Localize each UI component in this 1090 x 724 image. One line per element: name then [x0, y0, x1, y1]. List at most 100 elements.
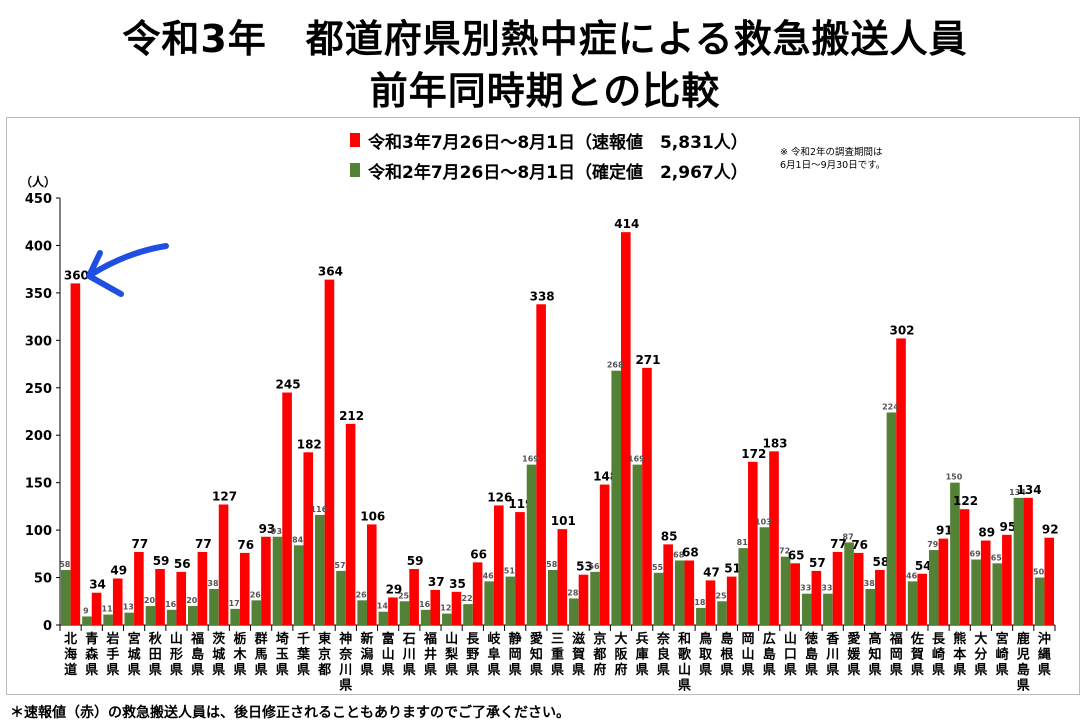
data-label-2020: 79	[927, 540, 939, 549]
x-tick-label-char: 岐	[487, 631, 501, 647]
data-label-2020: 16	[165, 600, 177, 609]
bar-2021	[409, 569, 419, 625]
x-tick-label-char: 県	[85, 663, 98, 678]
data-label-2021: 182	[297, 437, 322, 451]
bar-2020	[611, 370, 622, 625]
x-tick-label-char: 県	[276, 663, 289, 678]
bar-2021	[557, 529, 568, 625]
x-tick-label-char: 宮	[128, 631, 141, 647]
bar-2021	[980, 540, 991, 625]
x-tick-label-char: 群	[255, 631, 268, 647]
data-label-2021: 68	[682, 545, 699, 559]
data-label-2020: 17	[229, 599, 240, 608]
bar-2020	[145, 606, 156, 625]
bar-2020	[823, 593, 833, 625]
data-label-2020: 20	[186, 596, 198, 605]
bar-2021	[366, 524, 377, 625]
x-tick-label-char: 県	[953, 663, 966, 678]
note-line-1: ※ 令和2年の調査期間は	[780, 147, 883, 158]
x-tick-label-char: 宮	[996, 631, 1009, 647]
bar-2020	[1034, 577, 1045, 625]
bar-2021	[430, 589, 441, 625]
x-tick-label-char: 県	[149, 663, 162, 678]
data-label-2021: 338	[530, 289, 555, 303]
legend-label-2021: 令和3年7月26日～8月1日（速報値 5,831人）	[368, 133, 748, 153]
data-label-2020: 68	[673, 550, 685, 559]
x-tick-label-char: 県	[890, 663, 903, 678]
data-label-2020: 16	[419, 600, 431, 609]
x-tick-label-char: 玉	[276, 648, 289, 663]
x-tick-label-char: 福	[423, 631, 437, 647]
bar-2021	[790, 563, 800, 625]
data-label-2021: 47	[703, 565, 720, 579]
bar-2021	[917, 573, 927, 625]
data-label-2021: 126	[487, 490, 512, 504]
bar-2020	[505, 576, 516, 625]
data-label-2020: 134	[1009, 488, 1026, 497]
data-label-2021: 302	[889, 323, 914, 337]
x-tick-label-char: 県	[869, 663, 882, 678]
x-tick-label-char: 岩	[105, 631, 119, 647]
data-label-2021: 77	[132, 537, 149, 551]
bar-2020	[399, 601, 410, 625]
x-tick-label-char: 川	[402, 648, 416, 663]
data-label-2021: 53	[576, 560, 593, 574]
bar-2021	[938, 538, 949, 625]
bar-2021	[959, 509, 970, 625]
annotation-arrow-shaft	[89, 243, 169, 277]
data-label-2020: 65	[991, 553, 1003, 562]
x-tick-label-char: 県	[678, 679, 691, 694]
bar-2020	[992, 563, 1003, 625]
data-label-2021: 414	[614, 217, 639, 231]
x-tick-label-char: 高	[869, 631, 882, 647]
x-tick-label-char: 森	[85, 647, 99, 663]
x-tick-label-char: 県	[466, 663, 479, 678]
x-tick-label-char: 三	[551, 632, 564, 647]
data-label-2020: 22	[461, 594, 472, 603]
data-label-2021: 360	[64, 268, 89, 282]
data-label-2021: 364	[318, 265, 343, 279]
bar-2020	[60, 569, 71, 625]
data-label-2020: 58	[59, 560, 71, 569]
data-label-2021: 89	[978, 526, 995, 540]
x-tick-label-char: 川	[825, 648, 839, 663]
x-tick-label-char: 鹿	[1017, 631, 1030, 647]
bar-2020	[230, 608, 240, 625]
x-tick-label-char: 奈	[656, 631, 671, 647]
data-label-2021: 85	[661, 529, 678, 543]
data-label-2021: 212	[339, 409, 364, 423]
bar-2020	[886, 412, 897, 625]
bar-2020	[442, 613, 452, 625]
note-line-2: 6月1日～9月30日です。	[780, 160, 886, 171]
data-label-2020: 38	[207, 579, 219, 588]
bar-2021	[896, 338, 906, 625]
x-tick-label-char: 県	[847, 663, 860, 678]
x-tick-label-char: 愛	[847, 631, 860, 647]
x-tick-label-char: 静	[509, 631, 522, 647]
x-tick-label-char: 滋	[572, 631, 585, 647]
y-tick-label: 200	[25, 429, 52, 444]
y-tick-label: 0	[43, 619, 52, 634]
x-tick-label-char: 形	[170, 648, 183, 663]
bar-2021	[472, 562, 483, 625]
bar-2021	[599, 484, 610, 625]
x-tick-label-char: 県	[487, 663, 500, 678]
data-label-2020: 268	[607, 361, 624, 370]
x-tick-label-char: 崎	[996, 647, 1009, 663]
x-tick-label-char: 取	[699, 648, 713, 663]
bar-2021	[70, 283, 81, 625]
x-tick-label-char: 県	[826, 663, 839, 678]
x-tick-label-char: 愛	[530, 631, 543, 647]
x-tick-label-char: 新	[360, 631, 373, 647]
data-label-2020: 11	[102, 605, 114, 614]
legend-swatch-2020	[350, 163, 360, 177]
x-tick-label-char: 知	[869, 647, 882, 663]
x-tick-label-char: 田	[149, 648, 162, 663]
bar-2021	[451, 591, 462, 625]
data-label-2020: 103	[755, 517, 772, 526]
bar-2020	[928, 550, 939, 625]
bar-2021	[832, 551, 843, 625]
bar-2020	[103, 614, 113, 625]
x-tick-label-char: 県	[106, 663, 119, 678]
footnote: ＊速報値（赤）の救急搬送人員は、後日修正されることもありますのでご了承ください。	[10, 705, 570, 721]
